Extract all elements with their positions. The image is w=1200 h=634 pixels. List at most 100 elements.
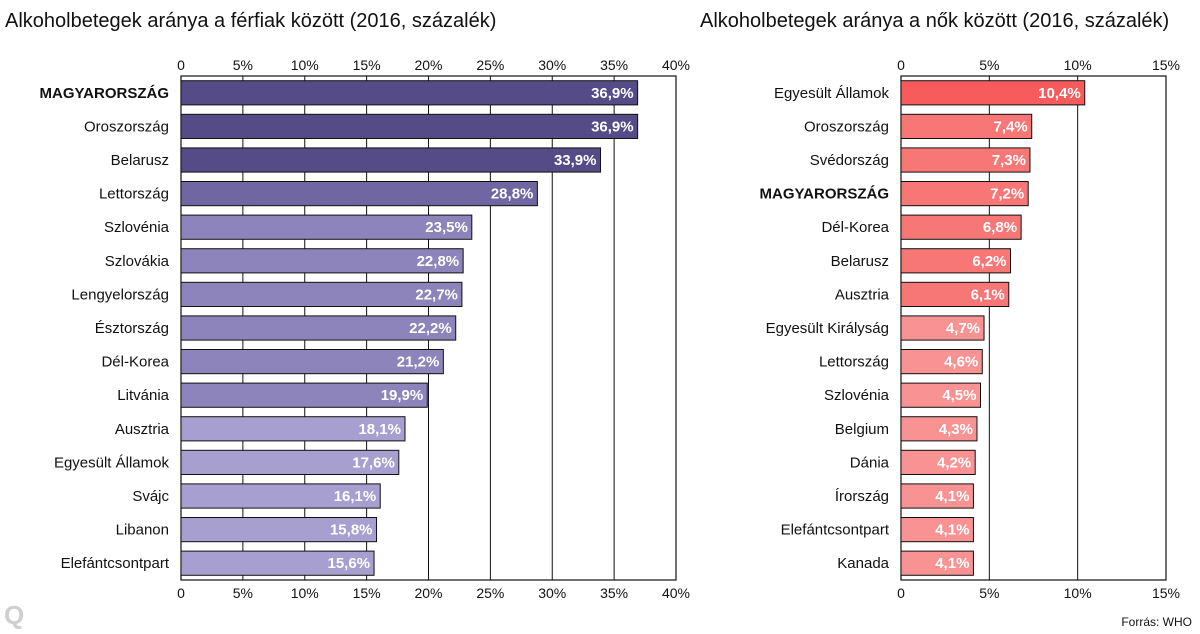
data-label: 10,4% (1038, 85, 1081, 102)
bar (180, 382, 428, 408)
bar (180, 349, 444, 375)
data-label: 17,6% (352, 454, 395, 471)
data-label: 4,1% (935, 522, 969, 539)
x-tick-label-bottom: 15% (353, 585, 381, 601)
category-label: Elefántcsontpart (61, 555, 170, 572)
data-label: 36,9% (591, 85, 634, 102)
bar (900, 416, 978, 442)
category-label: Kanada (837, 555, 889, 572)
x-tick-label-bottom: 0 (897, 585, 905, 601)
bar (900, 113, 1033, 139)
bar (900, 315, 985, 341)
category-label: Ausztria (115, 421, 170, 438)
category-label: Lettország (99, 186, 169, 203)
chart-women: Alkoholbetegek aránya a nők között (2016… (700, 10, 1180, 601)
bar (180, 517, 378, 543)
bar (180, 214, 473, 240)
category-label: Belarusz (111, 152, 169, 169)
category-label: Lettország (819, 354, 889, 371)
x-tick-label-bottom: 10% (1064, 585, 1092, 601)
x-tick-label-top: 10% (291, 57, 319, 73)
x-tick-label-bottom: 0 (177, 585, 185, 601)
data-label: 33,9% (554, 152, 597, 169)
category-label: Szlovénia (104, 219, 170, 236)
data-label: 15,8% (330, 522, 373, 539)
data-label: 15,6% (328, 555, 371, 572)
bar (900, 80, 1086, 106)
category-label: Belgium (835, 421, 889, 438)
data-label: 16,1% (334, 488, 377, 505)
x-tick-label-top: 40% (662, 57, 690, 73)
bar (180, 449, 400, 475)
bar (900, 483, 974, 509)
category-label: Oroszország (804, 118, 889, 135)
data-label: 23,5% (425, 219, 468, 236)
bar (900, 382, 981, 408)
bar (900, 214, 1022, 240)
chart-title: Alkoholbetegek aránya a nők között (2016… (700, 10, 1169, 32)
category-label: Egyesült Államok (54, 454, 170, 471)
category-label: Dél-Korea (101, 354, 169, 371)
data-label: 4,3% (939, 421, 973, 438)
chart-men: Alkoholbetegek aránya a férfiak között (… (5, 10, 690, 601)
data-label: 6,1% (971, 286, 1005, 303)
category-label: Oroszország (84, 118, 169, 135)
x-tick-label-bottom: 10% (291, 585, 319, 601)
bar (900, 349, 983, 375)
data-label: 4,6% (944, 354, 978, 371)
x-tick-label-bottom: 5% (233, 585, 253, 601)
bar (900, 449, 976, 475)
bar (900, 181, 1029, 207)
bar (180, 181, 538, 207)
category-label: Lengyelország (71, 286, 169, 303)
x-tick-label-top: 0 (177, 57, 185, 73)
category-label: Írország (835, 488, 889, 505)
x-tick-label-bottom: 5% (979, 585, 999, 601)
category-label: Litvánia (117, 387, 169, 404)
bar (180, 315, 457, 341)
data-label: 28,8% (491, 186, 534, 203)
data-label: 4,2% (937, 454, 971, 471)
x-tick-label-top: 0 (897, 57, 905, 73)
bar (180, 113, 639, 139)
data-label: 21,2% (397, 354, 440, 371)
bar (900, 550, 974, 576)
category-label: Ausztria (835, 286, 890, 303)
category-label: Egyesült Államok (774, 85, 890, 102)
source-note: Forrás: WHO (1121, 615, 1192, 629)
x-tick-label-bottom: 20% (414, 585, 442, 601)
brand-logo: Q (4, 600, 24, 630)
bar (900, 281, 1010, 307)
x-tick-label-bottom: 25% (476, 585, 504, 601)
x-tick-label-top: 5% (233, 57, 253, 73)
bar (180, 80, 639, 106)
category-label: MAGYARORSZÁG (760, 186, 889, 203)
data-label: 36,9% (591, 118, 634, 135)
category-label: Dánia (850, 454, 890, 471)
data-label: 6,8% (983, 219, 1017, 236)
x-tick-label-bottom: 30% (538, 585, 566, 601)
x-tick-label-bottom: 15% (1152, 585, 1180, 601)
category-label: Észtország (95, 320, 169, 337)
category-label: Szlovákia (105, 253, 170, 270)
x-tick-label-top: 5% (979, 57, 999, 73)
data-label: 7,4% (994, 118, 1028, 135)
x-tick-label-top: 30% (538, 57, 566, 73)
bar (180, 147, 602, 173)
x-tick-label-top: 15% (1152, 57, 1180, 73)
category-label: Elefántcsontpart (781, 522, 890, 539)
data-label: 7,2% (990, 186, 1024, 203)
category-label: Dél-Korea (821, 219, 889, 236)
data-label: 4,1% (935, 488, 969, 505)
bar (900, 517, 974, 543)
bar (900, 147, 1031, 173)
data-label: 22,8% (417, 253, 460, 270)
data-label: 4,7% (946, 320, 980, 337)
data-label: 22,7% (415, 286, 458, 303)
data-label: 6,2% (972, 253, 1006, 270)
category-label: Szlovénia (824, 387, 890, 404)
x-tick-label-top: 10% (1064, 57, 1092, 73)
category-label: Egyesült Királyság (766, 320, 889, 337)
category-label: Svájc (132, 488, 169, 505)
